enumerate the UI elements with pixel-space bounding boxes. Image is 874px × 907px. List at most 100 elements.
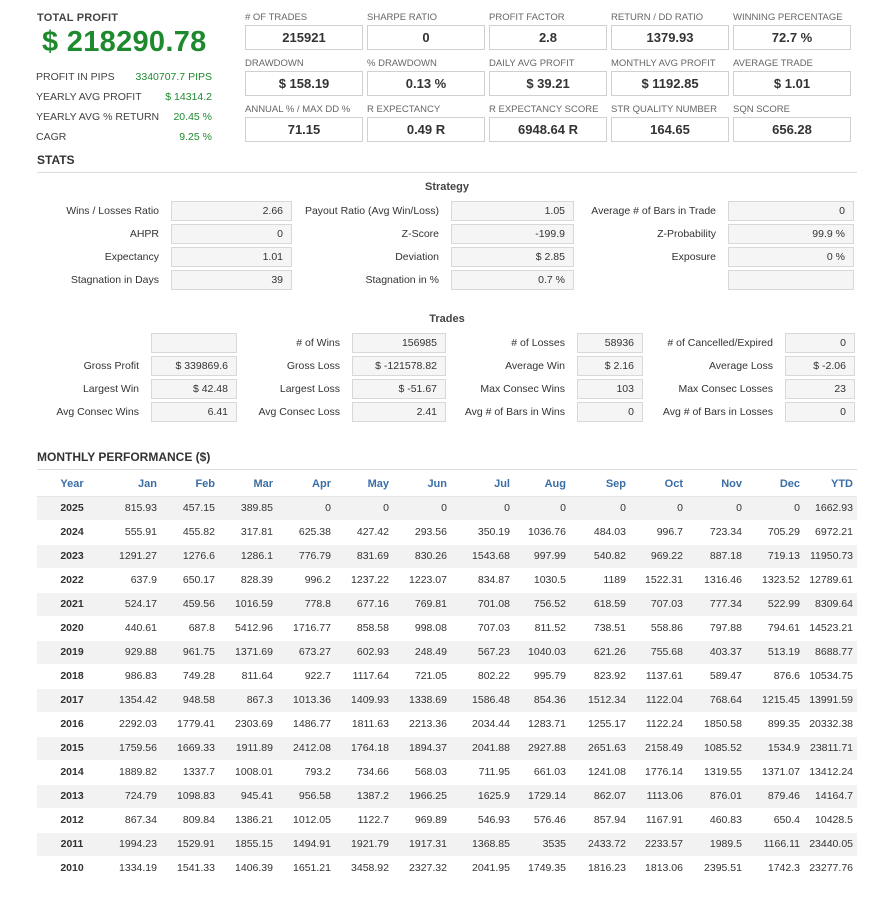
summary-label: YEARLY AVG % RETURN [36,111,160,123]
column-header[interactable]: May [335,472,393,497]
table-cell: 1008.01 [219,760,277,785]
field-label: Payout Ratio (Avg Win/Loss) [304,205,439,217]
table-cell: 1368.85 [451,832,514,857]
metric-value: $ 1.01 [733,71,851,96]
table-cell: 1255.17 [570,712,630,737]
metric-value: 0 [367,25,485,50]
column-header[interactable]: Aug [514,472,570,497]
table-cell: 1764.18 [335,736,393,761]
column-header[interactable]: YTD [804,472,857,497]
column-header[interactable]: Dec [746,472,804,497]
table-cell: 1098.83 [161,784,219,809]
table-cell: 1117.64 [335,664,393,689]
table-cell: 1541.33 [161,856,219,881]
field-label: AHPR [129,228,159,240]
column-header[interactable]: Jun [393,472,451,497]
column-header[interactable]: Feb [161,472,219,497]
summary-label: PROFIT IN PIPS [36,71,115,83]
metric-value: $ 39.21 [489,71,607,96]
column-header[interactable]: Oct [630,472,687,497]
table-row: 2011 1994.23 1529.91 1855.15 1494.91 1921.79 1… [37,832,857,857]
field-value: 156985 [352,333,446,353]
table-cell: 769.81 [393,592,451,617]
table-cell: 1338.69 [393,688,451,713]
table-cell: 1223.07 [393,568,451,593]
table-cell: 2927.88 [514,736,570,761]
field-value: $ 2.85 [451,247,574,267]
metric-value: $ 158.19 [245,71,363,96]
table-cell: 687.8 [161,616,219,641]
column-header[interactable]: Nov [687,472,746,497]
column-header[interactable]: Sep [570,472,630,497]
table-cell: 996.2 [277,568,335,593]
table-cell: 2292.03 [107,712,161,737]
table-cell: 1334.19 [107,856,161,881]
table-cell: 876.01 [687,784,746,809]
table-row: 2021 524.17 459.56 1016.59 778.8 677.16 769.81… [37,592,857,617]
column-header[interactable]: Mar [219,472,277,497]
metric-value: 6948.64 R [489,117,607,142]
table-cell: 1354.42 [107,688,161,713]
year-cell: 2012 [37,808,107,833]
column-header[interactable]: Year [37,472,107,497]
table-cell: 1534.9 [746,736,804,761]
field-value: 0 [785,333,855,353]
column-header[interactable]: Apr [277,472,335,497]
table-cell: 1283.71 [514,712,570,737]
year-cell: 2018 [37,664,107,689]
table-cell: 0 [393,496,451,521]
table-cell: 995.79 [514,664,570,689]
table-cell: 1166.11 [746,832,804,857]
table-cell: 661.03 [514,760,570,785]
table-cell: 20332.38 [804,712,857,737]
field-label: Avg # of Bars in Wins [464,406,565,418]
table-cell: 1586.48 [451,688,514,713]
table-cell: 1337.7 [161,760,219,785]
table-cell: 1749.35 [514,856,570,881]
total-profit-label: TOTAL PROFIT [37,12,119,24]
table-cell: 755.68 [630,640,687,665]
table-cell: 1522.31 [630,568,687,593]
field-value: 0 [728,201,854,221]
table-cell: 1921.79 [335,832,393,857]
table-cell: 997.99 [514,544,570,569]
column-header[interactable]: Jan [107,472,161,497]
summary-row-profit-pips: PROFIT IN PIPS 3340707.7 PIPS [36,67,212,87]
metric-average-trade: AVERAGE TRADE $ 1.01 [733,58,851,96]
field-label: Max Consec Losses [678,383,773,395]
table-cell: 1813.06 [630,856,687,881]
metric-label: DRAWDOWN [245,58,304,69]
field-label: Deviation [395,251,439,263]
metric-value: 0.13 % [367,71,485,96]
table-cell: 576.46 [514,808,570,833]
field-value: 1.05 [451,201,574,221]
field-label: Average Win [505,360,565,372]
table-cell: 1779.41 [161,712,219,737]
table-cell: 522.99 [746,592,804,617]
table-cell: 602.93 [335,640,393,665]
table-cell: 637.9 [107,568,161,593]
table-cell: 540.82 [570,544,630,569]
column-header[interactable]: Jul [451,472,514,497]
table-cell: 1742.3 [746,856,804,881]
metric-label: R EXPECTANCY [367,104,441,115]
table-cell: 1013.36 [277,688,335,713]
table-cell: 830.26 [393,544,451,569]
table-cell: 12789.61 [804,568,857,593]
table-cell: 1529.91 [161,832,219,857]
table-cell: 3458.92 [335,856,393,881]
field-value: 2.66 [171,201,292,221]
metric-winning-percentage: WINNING PERCENTAGE 72.7 % [733,12,851,50]
table-cell: 677.16 [335,592,393,617]
metric-percent-drawdown: % DRAWDOWN 0.13 % [367,58,485,96]
divider [37,172,857,173]
year-cell: 2014 [37,760,107,785]
table-cell: 555.91 [107,520,161,545]
table-cell: 673.27 [277,640,335,665]
field-value: $ 2.16 [577,356,643,376]
table-cell: 460.83 [687,808,746,833]
strategy-section-title: Strategy [424,181,470,193]
table-cell: 0 [746,496,804,521]
table-cell: 1237.22 [335,568,393,593]
table-row: 2020 440.61 687.8 5412.96 1716.77 858.58 998.0… [37,616,857,641]
